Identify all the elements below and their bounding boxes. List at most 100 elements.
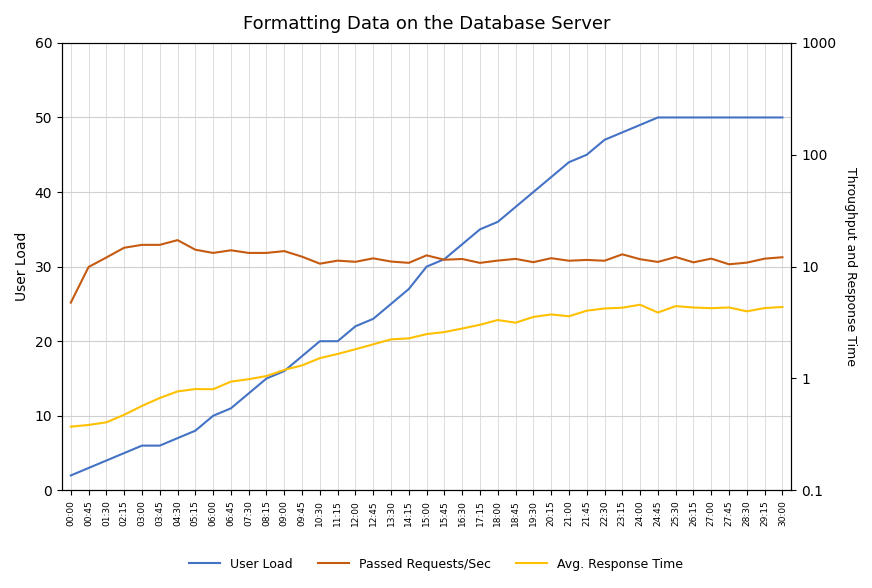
Avg. Response Time bbox=[474, 321, 485, 328]
Avg. Response Time bbox=[119, 411, 129, 418]
Passed Requests/Sec bbox=[563, 257, 574, 264]
User Load bbox=[724, 114, 734, 121]
Avg. Response Time bbox=[101, 419, 112, 426]
Passed Requests/Sec bbox=[777, 253, 787, 260]
Title: Formatting Data on the Database Server: Formatting Data on the Database Server bbox=[243, 15, 610, 33]
Avg. Response Time bbox=[190, 386, 201, 393]
Avg. Response Time bbox=[563, 313, 574, 320]
Avg. Response Time bbox=[706, 305, 717, 312]
Avg. Response Time bbox=[493, 316, 503, 323]
Avg. Response Time bbox=[173, 388, 183, 395]
Avg. Response Time bbox=[296, 362, 307, 369]
Avg. Response Time bbox=[421, 330, 432, 338]
Passed Requests/Sec bbox=[493, 257, 503, 264]
Avg. Response Time bbox=[439, 329, 450, 336]
Passed Requests/Sec bbox=[671, 253, 681, 260]
User Load bbox=[154, 442, 165, 449]
User Load bbox=[546, 173, 556, 181]
User Load bbox=[635, 121, 645, 128]
Avg. Response Time bbox=[137, 402, 147, 409]
Avg. Response Time bbox=[154, 395, 165, 402]
User Load bbox=[351, 323, 361, 330]
Avg. Response Time bbox=[262, 373, 272, 380]
User Load bbox=[65, 472, 76, 479]
User Load bbox=[173, 435, 183, 442]
Avg. Response Time bbox=[279, 366, 290, 373]
Passed Requests/Sec bbox=[546, 255, 556, 262]
User Load bbox=[226, 405, 236, 412]
User Load bbox=[617, 129, 628, 136]
User Load bbox=[760, 114, 770, 121]
User Load bbox=[706, 114, 717, 121]
Passed Requests/Sec bbox=[368, 255, 378, 262]
Avg. Response Time bbox=[582, 307, 592, 314]
Avg. Response Time bbox=[741, 308, 752, 315]
User Load bbox=[332, 338, 343, 345]
Avg. Response Time bbox=[457, 325, 467, 332]
Avg. Response Time bbox=[688, 304, 698, 311]
Passed Requests/Sec bbox=[688, 259, 698, 266]
User Load bbox=[404, 285, 414, 292]
Passed Requests/Sec bbox=[741, 259, 752, 266]
User Load bbox=[243, 390, 254, 397]
User Load bbox=[510, 203, 521, 211]
Avg. Response Time bbox=[617, 304, 628, 311]
Passed Requests/Sec bbox=[724, 260, 734, 268]
User Load bbox=[296, 353, 307, 360]
Passed Requests/Sec bbox=[101, 254, 112, 261]
User Load bbox=[741, 114, 752, 121]
Passed Requests/Sec bbox=[208, 249, 218, 256]
User Load bbox=[119, 450, 129, 457]
Passed Requests/Sec bbox=[385, 258, 396, 265]
Passed Requests/Sec bbox=[296, 253, 307, 260]
Avg. Response Time bbox=[777, 303, 787, 310]
User Load bbox=[563, 159, 574, 166]
Avg. Response Time bbox=[243, 376, 254, 383]
User Load bbox=[137, 442, 147, 449]
User Load bbox=[279, 368, 290, 375]
Passed Requests/Sec bbox=[190, 246, 201, 253]
User Load bbox=[599, 136, 610, 143]
Passed Requests/Sec bbox=[617, 251, 628, 258]
User Load bbox=[84, 465, 94, 472]
Avg. Response Time bbox=[510, 319, 521, 326]
User Load bbox=[474, 226, 485, 233]
User Load bbox=[528, 189, 539, 196]
User Load bbox=[582, 151, 592, 158]
Passed Requests/Sec bbox=[635, 256, 645, 263]
Y-axis label: Throughput and Response Time: Throughput and Response Time bbox=[844, 167, 857, 366]
Avg. Response Time bbox=[385, 336, 396, 343]
User Load bbox=[652, 114, 663, 121]
User Load bbox=[439, 256, 450, 263]
Passed Requests/Sec bbox=[760, 255, 770, 262]
Passed Requests/Sec bbox=[510, 255, 521, 262]
Passed Requests/Sec bbox=[173, 236, 183, 243]
User Load bbox=[262, 375, 272, 382]
User Load bbox=[671, 114, 681, 121]
Line: User Load: User Load bbox=[71, 118, 782, 476]
Avg. Response Time bbox=[226, 378, 236, 385]
Avg. Response Time bbox=[760, 305, 770, 312]
Avg. Response Time bbox=[315, 355, 325, 362]
User Load bbox=[190, 427, 201, 434]
Avg. Response Time bbox=[671, 303, 681, 310]
Passed Requests/Sec bbox=[119, 244, 129, 251]
Avg. Response Time bbox=[404, 335, 414, 342]
Passed Requests/Sec bbox=[421, 252, 432, 259]
User Load bbox=[208, 412, 218, 419]
Line: Passed Requests/Sec: Passed Requests/Sec bbox=[71, 240, 782, 303]
Legend: User Load, Passed Requests/Sec, Avg. Response Time: User Load, Passed Requests/Sec, Avg. Res… bbox=[184, 553, 688, 576]
Passed Requests/Sec bbox=[65, 299, 76, 306]
Passed Requests/Sec bbox=[528, 259, 539, 266]
Avg. Response Time bbox=[65, 423, 76, 430]
Avg. Response Time bbox=[599, 305, 610, 312]
User Load bbox=[101, 457, 112, 464]
Avg. Response Time bbox=[724, 304, 734, 311]
Passed Requests/Sec bbox=[404, 259, 414, 266]
Passed Requests/Sec bbox=[474, 259, 485, 266]
User Load bbox=[368, 315, 378, 322]
Avg. Response Time bbox=[635, 301, 645, 308]
Passed Requests/Sec bbox=[262, 249, 272, 256]
Passed Requests/Sec bbox=[332, 257, 343, 264]
Passed Requests/Sec bbox=[652, 258, 663, 265]
